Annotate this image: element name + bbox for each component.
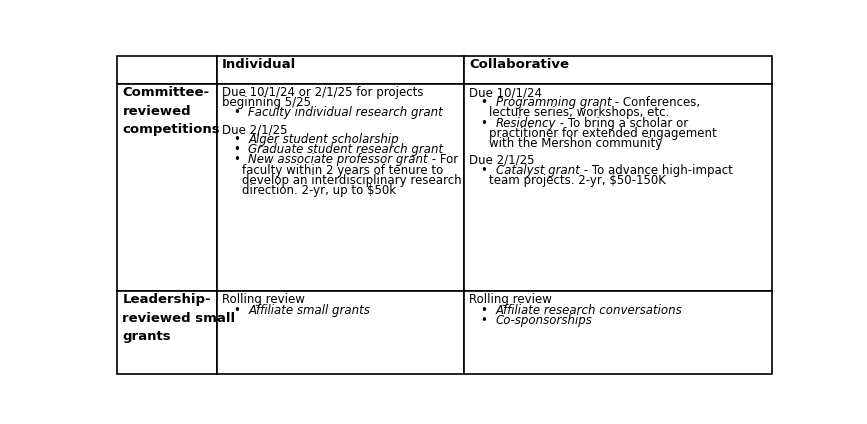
Bar: [117, 291, 217, 374]
Text: Due 10/1/24: Due 10/1/24: [469, 86, 542, 99]
Text: Programming grant: Programming grant: [496, 96, 611, 109]
Text: •: •: [481, 96, 496, 109]
Text: •: •: [234, 143, 249, 156]
Text: Collaborative: Collaborative: [469, 59, 570, 71]
Bar: [217, 291, 464, 374]
Text: Co-sponsorships: Co-sponsorships: [496, 314, 592, 327]
Text: Residency: Residency: [496, 117, 556, 129]
Text: •: •: [481, 314, 496, 327]
Text: Affiliate research conversations: Affiliate research conversations: [496, 304, 682, 317]
Bar: [117, 84, 217, 291]
Text: beginning 5/25: beginning 5/25: [222, 96, 311, 109]
Bar: [117, 56, 217, 84]
Text: team projects. 2-yr, $50-150K: team projects. 2-yr, $50-150K: [489, 174, 666, 187]
Text: Graduate student research grant: Graduate student research grant: [249, 143, 444, 156]
Text: •: •: [234, 133, 249, 146]
Text: Due 2/1/25: Due 2/1/25: [222, 123, 288, 136]
Bar: [464, 291, 772, 374]
Text: with the Mershon community: with the Mershon community: [489, 137, 662, 150]
Text: New associate professor grant: New associate professor grant: [249, 153, 428, 167]
Text: •: •: [481, 304, 496, 317]
Text: practitioner for extended engagement: practitioner for extended engagement: [489, 127, 717, 139]
Text: Individual: Individual: [222, 59, 297, 71]
Text: Due 2/1/25: Due 2/1/25: [469, 153, 535, 167]
Text: Committee-
reviewed
competitions: Committee- reviewed competitions: [122, 86, 220, 136]
Text: •: •: [481, 164, 496, 176]
Bar: [217, 56, 464, 84]
Text: Rolling review: Rolling review: [469, 293, 552, 307]
Text: Affiliate small grants: Affiliate small grants: [249, 304, 370, 317]
Bar: [217, 84, 464, 291]
Text: Due 10/1/24 or 2/1/25 for projects: Due 10/1/24 or 2/1/25 for projects: [222, 86, 423, 99]
Text: Rolling review: Rolling review: [222, 293, 305, 307]
Text: •: •: [234, 153, 249, 167]
Text: Alger student scholarship: Alger student scholarship: [249, 133, 399, 146]
Text: - Conferences,: - Conferences,: [611, 96, 701, 109]
Text: Catalyst grant: Catalyst grant: [496, 164, 579, 176]
Text: •: •: [234, 304, 249, 317]
Bar: [464, 56, 772, 84]
Text: faculty within 2 years of tenure to: faculty within 2 years of tenure to: [242, 164, 443, 176]
Text: Leadership-
reviewed small
grants: Leadership- reviewed small grants: [122, 293, 236, 343]
Text: direction. 2-yr, up to $50k: direction. 2-yr, up to $50k: [242, 184, 396, 197]
Text: - For: - For: [428, 153, 459, 167]
Text: lecture series, workshops, etc.: lecture series, workshops, etc.: [489, 106, 669, 120]
Text: •: •: [481, 117, 496, 129]
Text: develop an interdisciplinary research: develop an interdisciplinary research: [242, 174, 462, 187]
Bar: [464, 84, 772, 291]
Text: •: •: [234, 106, 249, 120]
Text: Faculty individual research grant: Faculty individual research grant: [249, 106, 443, 120]
Text: - To advance high-impact: - To advance high-impact: [579, 164, 733, 176]
Text: - To bring a scholar or: - To bring a scholar or: [556, 117, 688, 129]
